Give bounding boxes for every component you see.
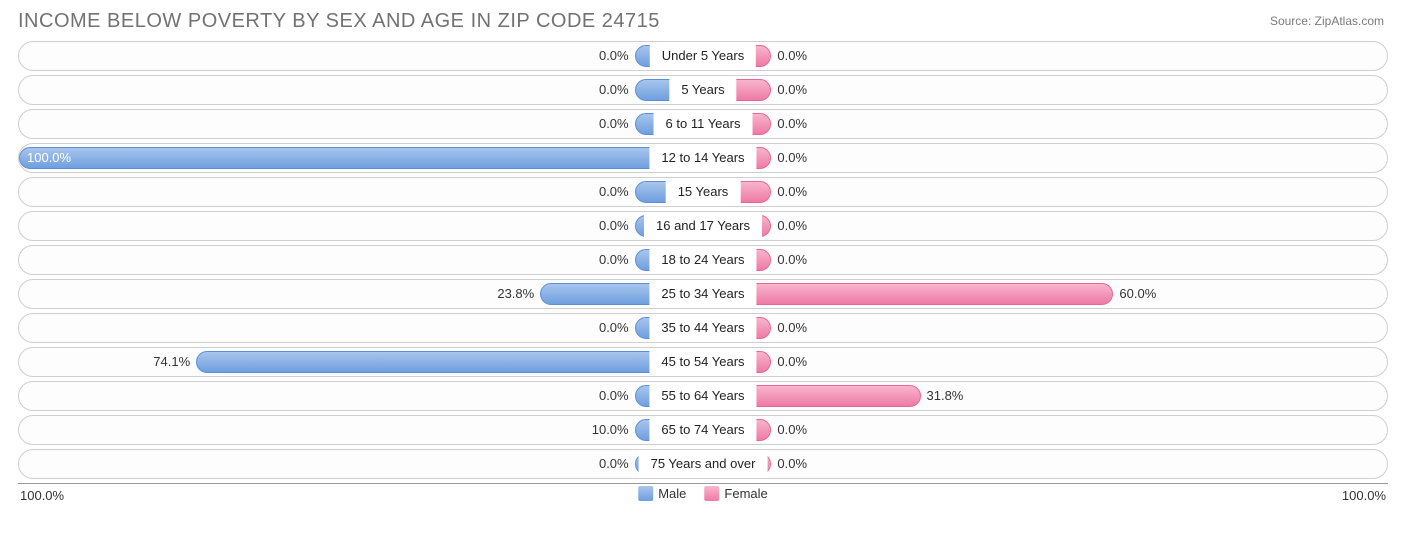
chart-row: 0.0% 0.0% 6 to 11 Years bbox=[18, 109, 1388, 139]
age-label: 5 Years bbox=[669, 76, 736, 105]
chart-row: 74.1% 0.0% 45 to 54 Years bbox=[18, 347, 1388, 377]
legend-female-label: Female bbox=[724, 486, 767, 501]
age-label: 18 to 24 Years bbox=[649, 246, 756, 275]
age-label: 75 Years and over bbox=[639, 450, 768, 479]
female-value: 0.0% bbox=[777, 42, 807, 71]
male-value: 74.1% bbox=[153, 348, 190, 377]
female-value: 31.8% bbox=[927, 382, 964, 411]
age-label: 35 to 44 Years bbox=[649, 314, 756, 343]
axis-left-label: 100.0% bbox=[20, 488, 64, 503]
chart-row: 0.0% 0.0% 18 to 24 Years bbox=[18, 245, 1388, 275]
female-value: 60.0% bbox=[1119, 280, 1156, 309]
chart-row: 0.0% 0.0% Under 5 Years bbox=[18, 41, 1388, 71]
chart-row: 0.0% 31.8% 55 to 64 Years bbox=[18, 381, 1388, 411]
female-value: 0.0% bbox=[777, 178, 807, 207]
female-value: 0.0% bbox=[777, 246, 807, 275]
male-value: 0.0% bbox=[599, 42, 629, 71]
age-label: 45 to 54 Years bbox=[649, 348, 756, 377]
male-value: 0.0% bbox=[599, 110, 629, 139]
male-value: 0.0% bbox=[599, 314, 629, 343]
age-label: 25 to 34 Years bbox=[649, 280, 756, 309]
chart-row: 0.0% 0.0% 15 Years bbox=[18, 177, 1388, 207]
female-value: 0.0% bbox=[777, 348, 807, 377]
chart-row: 0.0% 0.0% 5 Years bbox=[18, 75, 1388, 105]
legend-male-label: Male bbox=[658, 486, 686, 501]
female-value: 0.0% bbox=[777, 450, 807, 479]
chart-row: 23.8% 60.0% 25 to 34 Years bbox=[18, 279, 1388, 309]
female-value: 0.0% bbox=[777, 144, 807, 173]
source-label: Source: ZipAtlas.com bbox=[1270, 14, 1384, 28]
age-label: 16 and 17 Years bbox=[644, 212, 762, 241]
female-value: 0.0% bbox=[777, 314, 807, 343]
chart-row: 0.0% 0.0% 35 to 44 Years bbox=[18, 313, 1388, 343]
male-bar bbox=[196, 351, 703, 373]
age-label: 55 to 64 Years bbox=[649, 382, 756, 411]
chart-row: 10.0% 0.0% 65 to 74 Years bbox=[18, 415, 1388, 445]
age-label: 6 to 11 Years bbox=[654, 110, 753, 139]
female-bar bbox=[703, 283, 1113, 305]
male-value: 0.0% bbox=[599, 382, 629, 411]
female-value: 0.0% bbox=[777, 110, 807, 139]
female-swatch bbox=[704, 486, 719, 501]
age-label: 65 to 74 Years bbox=[649, 416, 756, 445]
chart-title: INCOME BELOW POVERTY BY SEX AND AGE IN Z… bbox=[18, 10, 1388, 33]
age-label: Under 5 Years bbox=[650, 42, 756, 71]
poverty-chart: 0.0%0.0%Under 5 Years0.0%0.0%5 Years0.0%… bbox=[18, 41, 1388, 479]
chart-row: 100.0% 0.0% 12 to 14 Years bbox=[18, 143, 1388, 173]
male-swatch bbox=[638, 486, 653, 501]
male-value: 0.0% bbox=[599, 178, 629, 207]
male-value: 0.0% bbox=[599, 450, 629, 479]
male-value: 0.0% bbox=[599, 246, 629, 275]
female-value: 0.0% bbox=[777, 212, 807, 241]
male-value: 0.0% bbox=[599, 212, 629, 241]
legend-female: Female bbox=[704, 486, 767, 501]
legend-male: Male bbox=[638, 486, 686, 501]
chart-row: 0.0% 0.0% 16 and 17 Years bbox=[18, 211, 1388, 241]
male-value: 10.0% bbox=[592, 416, 629, 445]
male-value: 23.8% bbox=[497, 280, 534, 309]
female-value: 0.0% bbox=[777, 76, 807, 105]
legend: Male Female bbox=[638, 486, 768, 501]
age-label: 15 Years bbox=[666, 178, 741, 207]
female-value: 0.0% bbox=[777, 416, 807, 445]
male-value: 100.0% bbox=[19, 144, 71, 173]
axis-right-label: 100.0% bbox=[1342, 488, 1386, 503]
male-bar bbox=[19, 147, 703, 169]
chart-row: 0.0% 0.0% 75 Years and over bbox=[18, 449, 1388, 479]
age-label: 12 to 14 Years bbox=[649, 144, 756, 173]
x-axis: 100.0% 100.0% Male Female bbox=[18, 483, 1388, 505]
male-value: 0.0% bbox=[599, 76, 629, 105]
